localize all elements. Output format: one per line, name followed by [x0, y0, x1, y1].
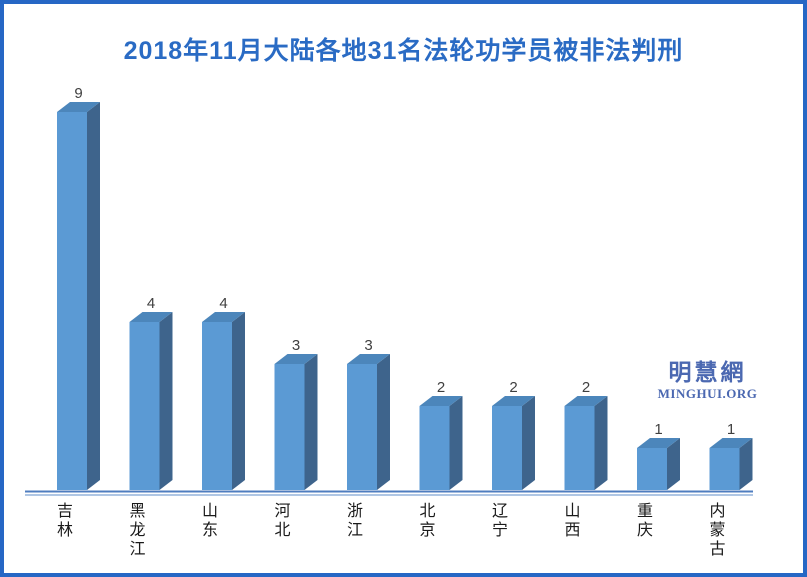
bar-top-face — [202, 312, 245, 322]
bar-front-face — [637, 448, 667, 490]
bar-top-face — [129, 312, 173, 322]
bar-side-face — [449, 396, 463, 490]
x-axis-label: 重庆 — [634, 502, 651, 540]
bar-side-face — [667, 438, 680, 490]
minghui-logo: 明慧網 MINGHUI.ORG — [645, 359, 770, 401]
bar-top-face — [492, 396, 535, 406]
bar-side-face — [377, 354, 390, 490]
bar-side-face — [594, 396, 608, 490]
bar-value-label: 2 — [582, 379, 590, 396]
bar-value-label: 4 — [147, 295, 155, 312]
bar-front-face — [564, 406, 595, 490]
bar-top-face — [709, 438, 753, 448]
bar-top-face — [637, 438, 680, 448]
x-axis-label: 黑龙江 — [126, 502, 144, 559]
x-axis-label: 山西 — [561, 502, 579, 540]
bar-front-face — [57, 112, 87, 490]
bar-top-face — [57, 102, 100, 112]
bar-value-label: 9 — [74, 85, 82, 102]
bar-top-face — [564, 396, 608, 406]
bar-top-face — [419, 396, 463, 406]
minghui-logo-latin: MINGHUI.ORG — [657, 386, 758, 401]
bar-value-label: 1 — [727, 421, 735, 438]
bar-side-face — [739, 438, 753, 490]
bar-side-face — [159, 312, 173, 490]
bar-value-label: 1 — [654, 421, 662, 438]
bar-side-face — [87, 102, 100, 490]
bar-value-label: 2 — [437, 379, 445, 396]
x-axis-label: 山东 — [199, 502, 216, 540]
bar-top-face — [347, 354, 390, 364]
chart-title: 2018年11月大陆各地31名法轮功学员被非法判刑 — [123, 37, 684, 65]
x-axis-label: 辽宁 — [489, 502, 506, 540]
bar-value-label: 2 — [509, 379, 517, 396]
minghui-logo-chinese: 明慧網 — [668, 359, 747, 385]
x-axis-label: 内蒙古 — [706, 502, 724, 559]
bar-side-face — [522, 396, 535, 490]
x-axis-label: 浙江 — [344, 502, 361, 540]
x-axis-label: 河北 — [271, 502, 289, 540]
bar-front-face — [202, 322, 232, 490]
bar-front-face — [419, 406, 450, 490]
bar-front-face — [492, 406, 522, 490]
bar-side-face — [232, 312, 245, 490]
bar-value-label: 3 — [364, 337, 372, 354]
x-axis-label: 吉林 — [54, 502, 71, 540]
bar-value-label: 3 — [292, 337, 300, 354]
x-axis-label: 北京 — [416, 502, 434, 540]
bar-side-face — [304, 354, 318, 490]
bar-front-face — [274, 364, 305, 490]
bar-top-face — [274, 354, 318, 364]
bar-front-face — [347, 364, 377, 490]
bar-front-face — [129, 322, 160, 490]
bar-value-label: 4 — [219, 295, 227, 312]
bar-front-face — [709, 448, 740, 490]
